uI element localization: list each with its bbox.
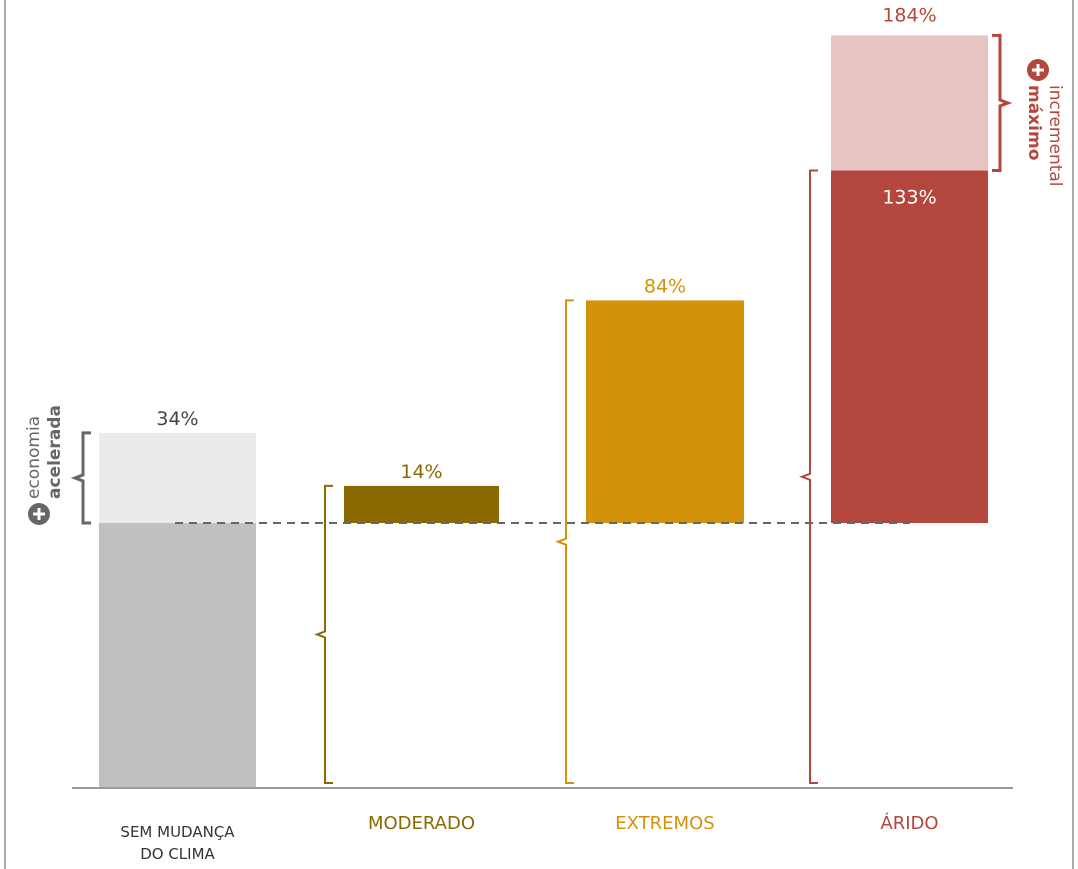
category-label-2: MODERADO [368,813,475,834]
bracket-arido [799,169,818,784]
value-label-1: 34% [156,408,198,430]
bar-2 [344,485,499,523]
category-label-line: DO CLIMA [140,845,215,863]
annotation-economia-line-1: economia [24,416,44,499]
value-label-2: 14% [400,461,442,483]
value-label-3: 84% [644,275,686,297]
plus-icon-economia-cross [33,508,45,520]
category-label-3: EXTREMOS [615,813,714,834]
bar-3 [586,300,744,523]
annotation-economia-line-2: acelerada [45,405,65,499]
baseline-bar [99,523,256,788]
plus-icon-incremental-cross [1032,64,1044,76]
category-label-4: ÁRIDO [880,812,938,834]
increment-value-label: 184% [882,4,936,26]
annotation-incremental-line-2: máximo [1024,85,1044,160]
bracket-extremos [555,299,574,784]
category-label-line: SEM MUDANÇA [120,823,235,841]
chart-marks: 34% 14% 84% 133% 184% SEM MUDANÇA DO CLIMA MODE… [24,4,1065,863]
bar-1 [99,432,256,523]
category-label-line: ÁRIDO [880,812,938,834]
bracket-moderado [314,484,333,784]
value-label-4: 133% [882,187,936,209]
bracket-incremental [992,33,1013,173]
category-label-line: MODERADO [368,813,475,834]
bar-4 [831,170,988,524]
annotation-incremental-line-1: incremental [1045,85,1065,187]
bracket-economia [70,431,91,525]
category-label-line: EXTREMOS [615,813,714,834]
category-label-1: SEM MUDANÇA DO CLIMA [120,823,235,863]
increment-bar [831,35,988,171]
